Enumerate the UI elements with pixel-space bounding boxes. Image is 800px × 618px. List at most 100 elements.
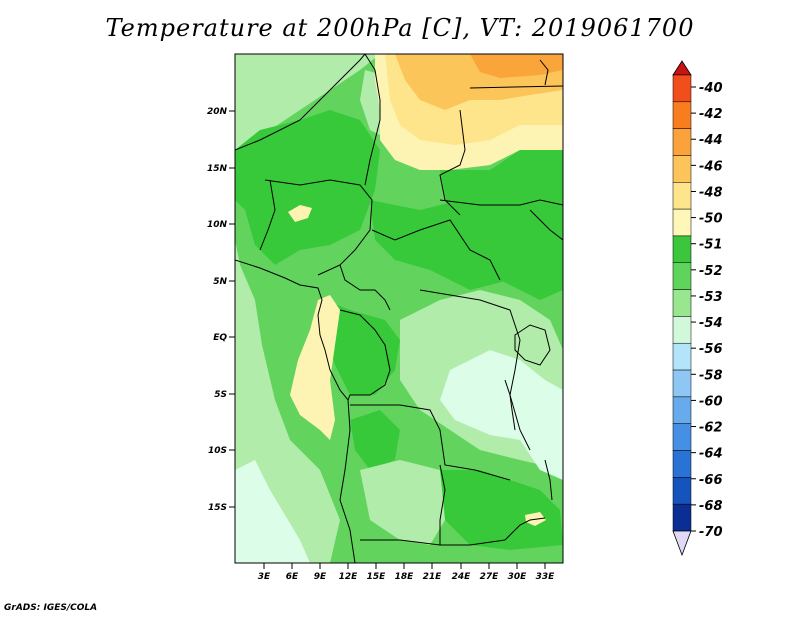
- colorbar-swatch: [672, 262, 692, 290]
- lon-label: 9E: [314, 572, 327, 582]
- colorbar-swatch: [672, 182, 692, 210]
- border-car: [371, 219, 501, 281]
- lat-label: 5S: [214, 390, 227, 400]
- light-green-south: [360, 460, 445, 545]
- dark-orange-north: [470, 54, 563, 78]
- colorbar-labels: -40 -42 -44 -46 -48 -50 -51 -52 -53 -54 -56 -58 -60 -…: [691, 81, 723, 540]
- colorbar-label: -44: [699, 133, 723, 148]
- dark-green-congo: [325, 300, 400, 395]
- border-northeast: [469, 85, 563, 89]
- colorbar-label: -48: [699, 185, 723, 200]
- border-cameroon: [339, 264, 391, 311]
- lake-victoria: [514, 324, 551, 366]
- colorbar-label: -40: [699, 81, 723, 96]
- border-drc-south: [350, 404, 511, 481]
- field-layer: [235, 54, 563, 563]
- colorbar-label: -56: [699, 342, 723, 357]
- border-angola-zambia: [439, 464, 446, 545]
- border-congo-drc: [339, 309, 391, 401]
- river-nile: [539, 59, 549, 86]
- colorbar-label: -54: [699, 316, 723, 331]
- latitude-labels: 20N 15N 10N 5N EQ 5S 10S 15S: [207, 107, 228, 513]
- dark-green-east: [440, 140, 563, 300]
- colorbar-swatch: [672, 396, 692, 424]
- colorbar-swatch: [672, 101, 692, 129]
- colorbar-label: -42: [699, 107, 723, 122]
- pale-yellow-north-patch: [288, 205, 312, 222]
- colorbar-label: -46: [699, 159, 723, 174]
- colorbar-swatch: [672, 235, 692, 264]
- colorbar-label: -66: [699, 473, 723, 488]
- colorbar-boxes: [672, 74, 692, 532]
- colorbar-label: -50: [699, 212, 723, 227]
- colorbar-swatch: [672, 316, 692, 344]
- colorbar-label: -70: [699, 525, 723, 540]
- colorbar-label: -53: [699, 290, 723, 305]
- colorbar: -40 -42 -44 -46 -48 -50 -51 -52 -53 -54 -56 -58 -60 -…: [672, 60, 723, 557]
- lon-label: 6E: [286, 572, 299, 582]
- lat-label: 5N: [213, 277, 227, 287]
- border-sahel-west: [235, 54, 366, 151]
- footer-credit: GrADS: IGES/COLA: [4, 603, 98, 613]
- latitude-axis: [229, 110, 235, 508]
- colorbar-label: -68: [699, 499, 723, 514]
- colorbar-swatch: [672, 450, 692, 478]
- colorbar-swatch: [672, 369, 692, 398]
- colorbar-top-arrow: [672, 60, 692, 76]
- lat-label: 15S: [208, 503, 227, 513]
- colorbar-label: -51: [699, 238, 723, 253]
- border-south: [360, 539, 506, 546]
- lake-nyasa: [544, 459, 553, 501]
- colorbar-label: -60: [699, 394, 723, 409]
- borders-layer: [235, 54, 563, 563]
- colorbar-swatch: [672, 503, 692, 532]
- longitude-axis: [263, 563, 546, 569]
- lon-label: 18E: [395, 572, 415, 582]
- lake-tanganyika: [504, 379, 516, 431]
- lon-label: 24E: [452, 572, 472, 582]
- border-nigeria: [264, 179, 373, 276]
- colorbar-label: -62: [699, 421, 723, 436]
- dark-green-south: [440, 470, 563, 550]
- lon-label: 30E: [508, 572, 528, 582]
- border-drc-east: [419, 289, 531, 451]
- colorbar-swatch: [672, 477, 692, 505]
- colorbar-swatch: [672, 289, 692, 317]
- dark-green-west: [235, 110, 380, 265]
- colorbar-swatch: [672, 423, 692, 451]
- lon-label: 15E: [367, 572, 387, 582]
- map-frame: [234, 53, 564, 564]
- colorbar-label: -52: [699, 264, 723, 279]
- border-mali-niger: [259, 179, 276, 251]
- chart-title: Temperature at 200hPa [C], VT: 201906170…: [105, 14, 695, 42]
- colorbar-bottom-arrow: [672, 530, 692, 557]
- border-niger-chad: [364, 54, 381, 186]
- border-ethiopia: [529, 209, 563, 241]
- lon-label: 27E: [480, 572, 500, 582]
- coastline-west: [235, 259, 356, 563]
- pale-yellow-coastal: [290, 295, 340, 440]
- lat-label: EQ: [213, 333, 227, 343]
- border-zambia-moz: [504, 517, 546, 541]
- lat-label: 10N: [207, 220, 228, 230]
- pale-cyan-east: [440, 350, 563, 480]
- lat-label: 20N: [207, 107, 228, 117]
- ocean-pale-band: [235, 460, 310, 563]
- lat-label: 15N: [207, 164, 228, 174]
- lon-label: 21E: [423, 572, 443, 582]
- colorbar-swatch: [672, 155, 692, 183]
- colorbar-swatch: [672, 74, 692, 103]
- lat-label: 10S: [208, 446, 227, 456]
- colorbar-label: -58: [699, 368, 723, 383]
- lon-label: 33E: [536, 572, 556, 582]
- colorbar-swatch: [672, 342, 692, 371]
- border-sudan-ss: [439, 199, 563, 206]
- longitude-labels: 3E 6E 9E 12E 15E 18E 21E 24E 27E 30E 33E: [258, 572, 555, 582]
- colorbar-label: -64: [699, 447, 723, 462]
- border-chad-sudan: [439, 109, 466, 216]
- colorbar-swatch: [672, 128, 692, 156]
- colorbar-swatch: [672, 208, 692, 237]
- dark-green-sw: [350, 410, 400, 470]
- lon-label: 12E: [339, 572, 359, 582]
